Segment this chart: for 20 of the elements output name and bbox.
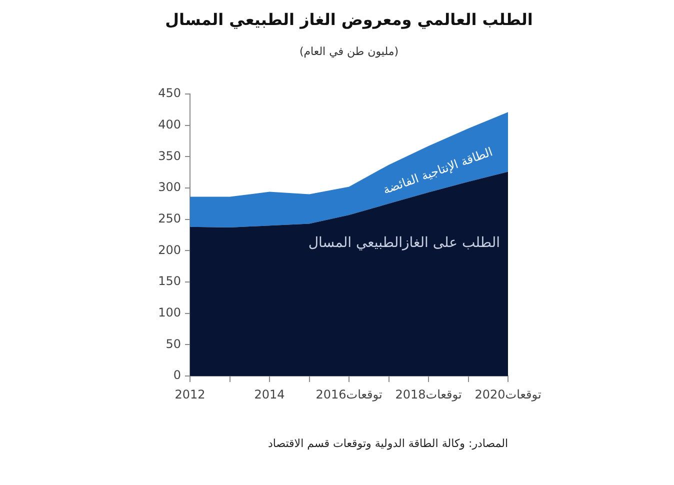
- x-tick-label: 2012: [174, 387, 206, 402]
- y-tick-label: 200: [158, 242, 181, 257]
- y-tick-label: 400: [158, 117, 181, 132]
- series-label: الطاقة الإنتاجية الفائضة: [381, 144, 494, 197]
- x-tick-label: توقعات2020: [474, 387, 542, 402]
- y-tick-label: 450: [158, 86, 181, 100]
- x-tick-label: توقعات2016: [316, 387, 382, 402]
- chart-title: الطلب العالمي ومعروض الغاز الطبيعي المسال: [164, 10, 534, 29]
- y-tick-label: 350: [158, 148, 181, 163]
- chart-subtitle: (مليون طن في العام): [298, 45, 400, 58]
- y-tick-label: 250: [158, 211, 181, 226]
- y-tick-label: 150: [158, 274, 181, 288]
- x-tick-label: توقعات2018: [395, 387, 462, 402]
- x-tick-label: 2014: [254, 387, 285, 402]
- y-tick-label: 0: [173, 368, 181, 382]
- text: المصادر: وكالة الطاقة الدولية وتوقعات قسم الاقتصاد: [266, 436, 510, 452]
- series-label: الطلب على الغازالطبيعي المسال: [308, 235, 500, 252]
- y-tick-label: 100: [158, 305, 181, 320]
- y-tick-label: 50: [166, 336, 181, 351]
- y-tick-label: 300: [158, 180, 181, 194]
